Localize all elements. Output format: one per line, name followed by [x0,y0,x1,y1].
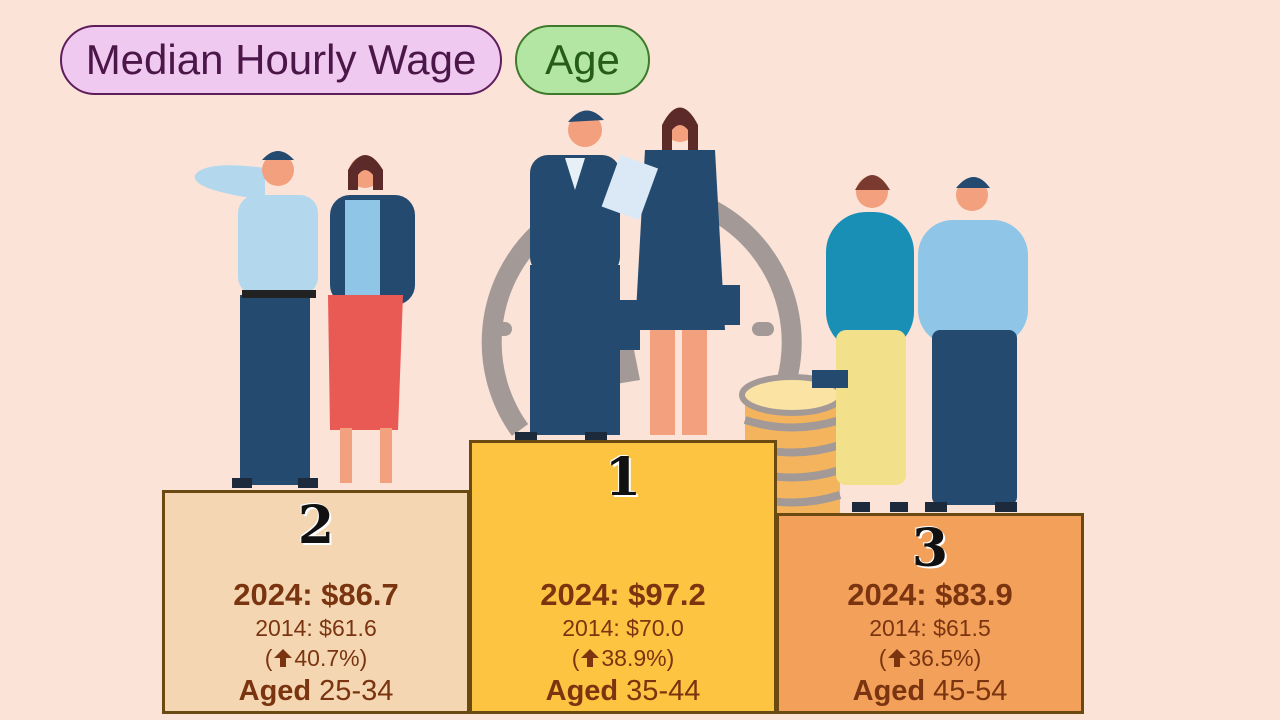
topic-pill: Median Hourly Wage [60,25,502,95]
change-percent: 38.9%) [601,645,675,671]
change-open-paren: ( [878,645,887,671]
rank-number: 3 [911,518,949,579]
podium-block-rank-1: 1 2024: $97.2 2014: $70.0 (38.9%) Aged 3… [469,440,777,714]
person-woman-yellow [812,175,914,512]
age-prefix: Aged [238,675,312,707]
wage-stats: 2024: $97.2 2014: $70.0 (38.9%) Aged 35-… [472,577,774,709]
person-man-glasses [918,177,1028,512]
age-range: 45-54 [925,675,1008,707]
wage-2024: 2024: $97.2 [540,577,706,612]
clock-marks [490,322,774,385]
change-open-paren: ( [571,645,580,671]
age-group: Aged 35-44 [472,673,774,709]
change-open-paren: ( [264,645,273,671]
category-label: Age [545,36,620,83]
age-prefix: Aged [545,675,619,707]
wage-change: (40.7%) [165,643,467,673]
change-percent: 40.7%) [294,645,368,671]
wage-2024: 2024: $86.7 [233,577,399,612]
wage-stats: 2024: $86.7 2014: $61.6 (40.7%) Aged 25-… [165,577,467,709]
age-group: Aged 25-34 [165,673,467,709]
person-businesswoman [601,107,740,435]
rank-number: 1 [604,447,642,508]
wage-stats: 2024: $83.9 2014: $61.5 (36.5%) Aged 45-… [779,577,1081,709]
arrow-up-icon [581,649,600,667]
arrow-up-icon [888,649,907,667]
wage-change: (36.5%) [779,643,1081,673]
age-range: 35-44 [618,675,701,707]
arrow-up-icon [274,649,293,667]
age-group: Aged 45-54 [779,673,1081,709]
person-man-phone [194,151,318,488]
change-percent: 36.5%) [908,645,982,671]
wage-2014: 2014: $61.6 [255,615,377,641]
podium-block-rank-2: 2 2024: $86.7 2014: $61.6 (40.7%) Aged 2… [162,490,470,714]
category-pill: Age [515,25,650,95]
clock-icon [481,182,802,436]
person-businessman [515,110,640,442]
age-range: 25-34 [311,675,394,707]
wage-2014: 2014: $70.0 [562,615,684,641]
wage-2014: 2014: $61.5 [869,615,991,641]
topic-label: Median Hourly Wage [85,36,477,83]
podium-block-rank-3: 3 2024: $83.9 2014: $61.5 (36.5%) Aged 4… [776,513,1084,714]
person-woman-red-skirt [328,155,415,483]
rank-number: 2 [297,495,335,556]
wage-2024: 2024: $83.9 [847,577,1013,612]
age-prefix: Aged [852,675,926,707]
wage-change: (38.9%) [472,643,774,673]
